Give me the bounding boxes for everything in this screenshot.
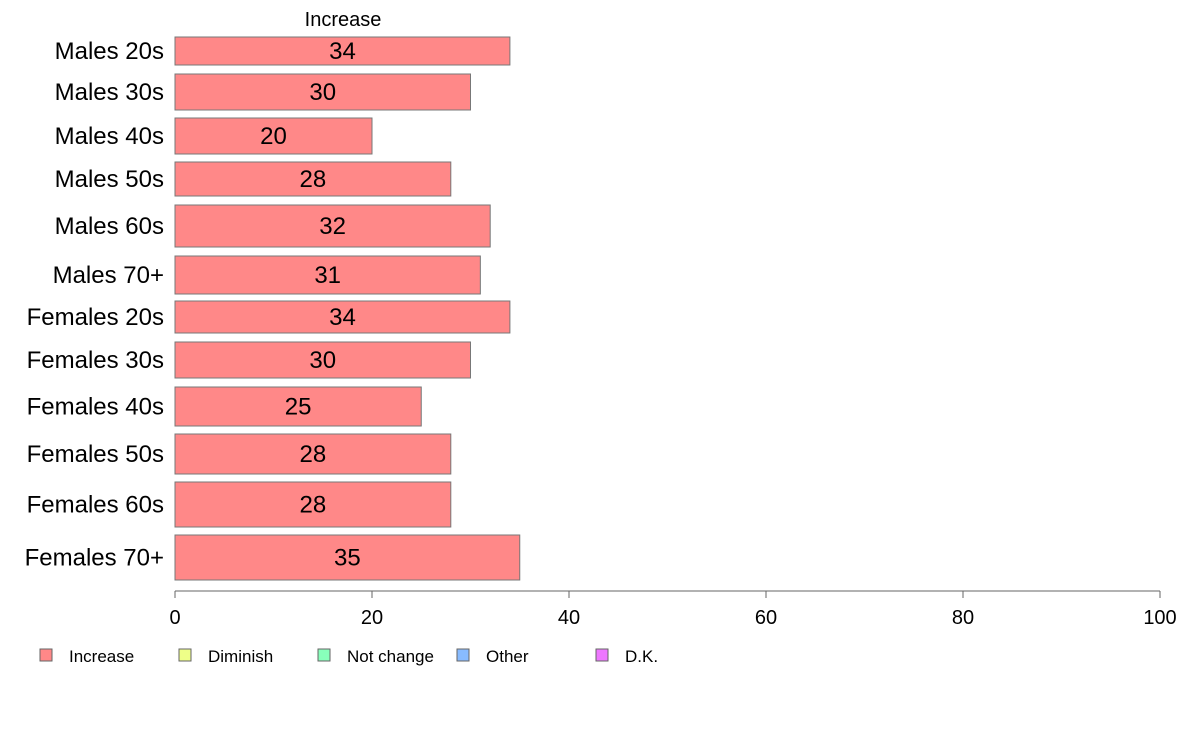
legend-swatch: [39, 648, 53, 662]
x-tick-label: 40: [558, 607, 580, 629]
bar-value-label: 28: [300, 166, 327, 193]
category-label: Females 70+: [25, 545, 164, 572]
x-tick-label: 100: [1143, 607, 1176, 629]
x-tick-label: 0: [169, 607, 180, 629]
category-label: Males 30s: [55, 79, 164, 106]
legend-swatch: [456, 648, 470, 662]
category-label: Males 60s: [55, 213, 164, 240]
category-label: Males 70+: [53, 262, 164, 289]
legend-label: D.K.: [625, 647, 658, 666]
legend-swatch: [317, 648, 331, 662]
bar: [174, 386, 422, 427]
bar-value-label: 34: [329, 38, 356, 65]
bar: [174, 161, 452, 197]
legend-swatch: [178, 648, 192, 662]
x-axis: 0 20 40 60 80 100: [169, 590, 1177, 629]
category-label: Females 30s: [27, 347, 164, 374]
x-tick-label: 80: [952, 607, 974, 629]
category-label: Females 20s: [27, 304, 164, 331]
category-label: Females 50s: [27, 441, 164, 468]
bar-value-label: 30: [309, 347, 336, 374]
bar-value-label: 31: [314, 262, 341, 289]
legend-label: Not change: [347, 647, 434, 666]
bar-value-label: 20: [260, 123, 287, 150]
bar-value-label: 34: [329, 304, 356, 331]
category-label: Females 40s: [27, 394, 164, 421]
legend-swatch: [595, 648, 609, 662]
bar-value-label: 32: [319, 213, 346, 240]
series-title: Increase: [305, 9, 382, 31]
category-label: Males 50s: [55, 166, 164, 193]
bar: [174, 204, 491, 248]
bar: [174, 36, 511, 66]
bar: [174, 534, 521, 581]
bar: [174, 481, 452, 528]
legend-label: Diminish: [208, 647, 273, 666]
bar-value-label: 30: [309, 79, 336, 106]
bar-value-label: 25: [285, 394, 312, 421]
bar-value-label: 35: [334, 545, 361, 572]
category-label: Females 60s: [27, 492, 164, 519]
bar: [174, 73, 471, 111]
x-tick-label: 60: [755, 607, 777, 629]
bar-value-label: 28: [300, 441, 327, 468]
bars-group: 34 Males 20s 30 Males 30s 20 Males 40s 28 Males…: [25, 36, 521, 581]
legend: Increase Diminish Not change Other D.K.: [39, 647, 658, 666]
x-tick-label: 20: [361, 607, 383, 629]
legend-label: Increase: [69, 647, 134, 666]
legend-label: Other: [486, 647, 529, 666]
category-label: Males 40s: [55, 123, 164, 150]
bar-value-label: 28: [300, 492, 327, 519]
category-label: Males 20s: [55, 38, 164, 65]
bar: [174, 300, 511, 334]
bar: [174, 341, 471, 379]
bar: [174, 255, 481, 295]
bar: [174, 117, 373, 155]
bar: [174, 433, 452, 475]
